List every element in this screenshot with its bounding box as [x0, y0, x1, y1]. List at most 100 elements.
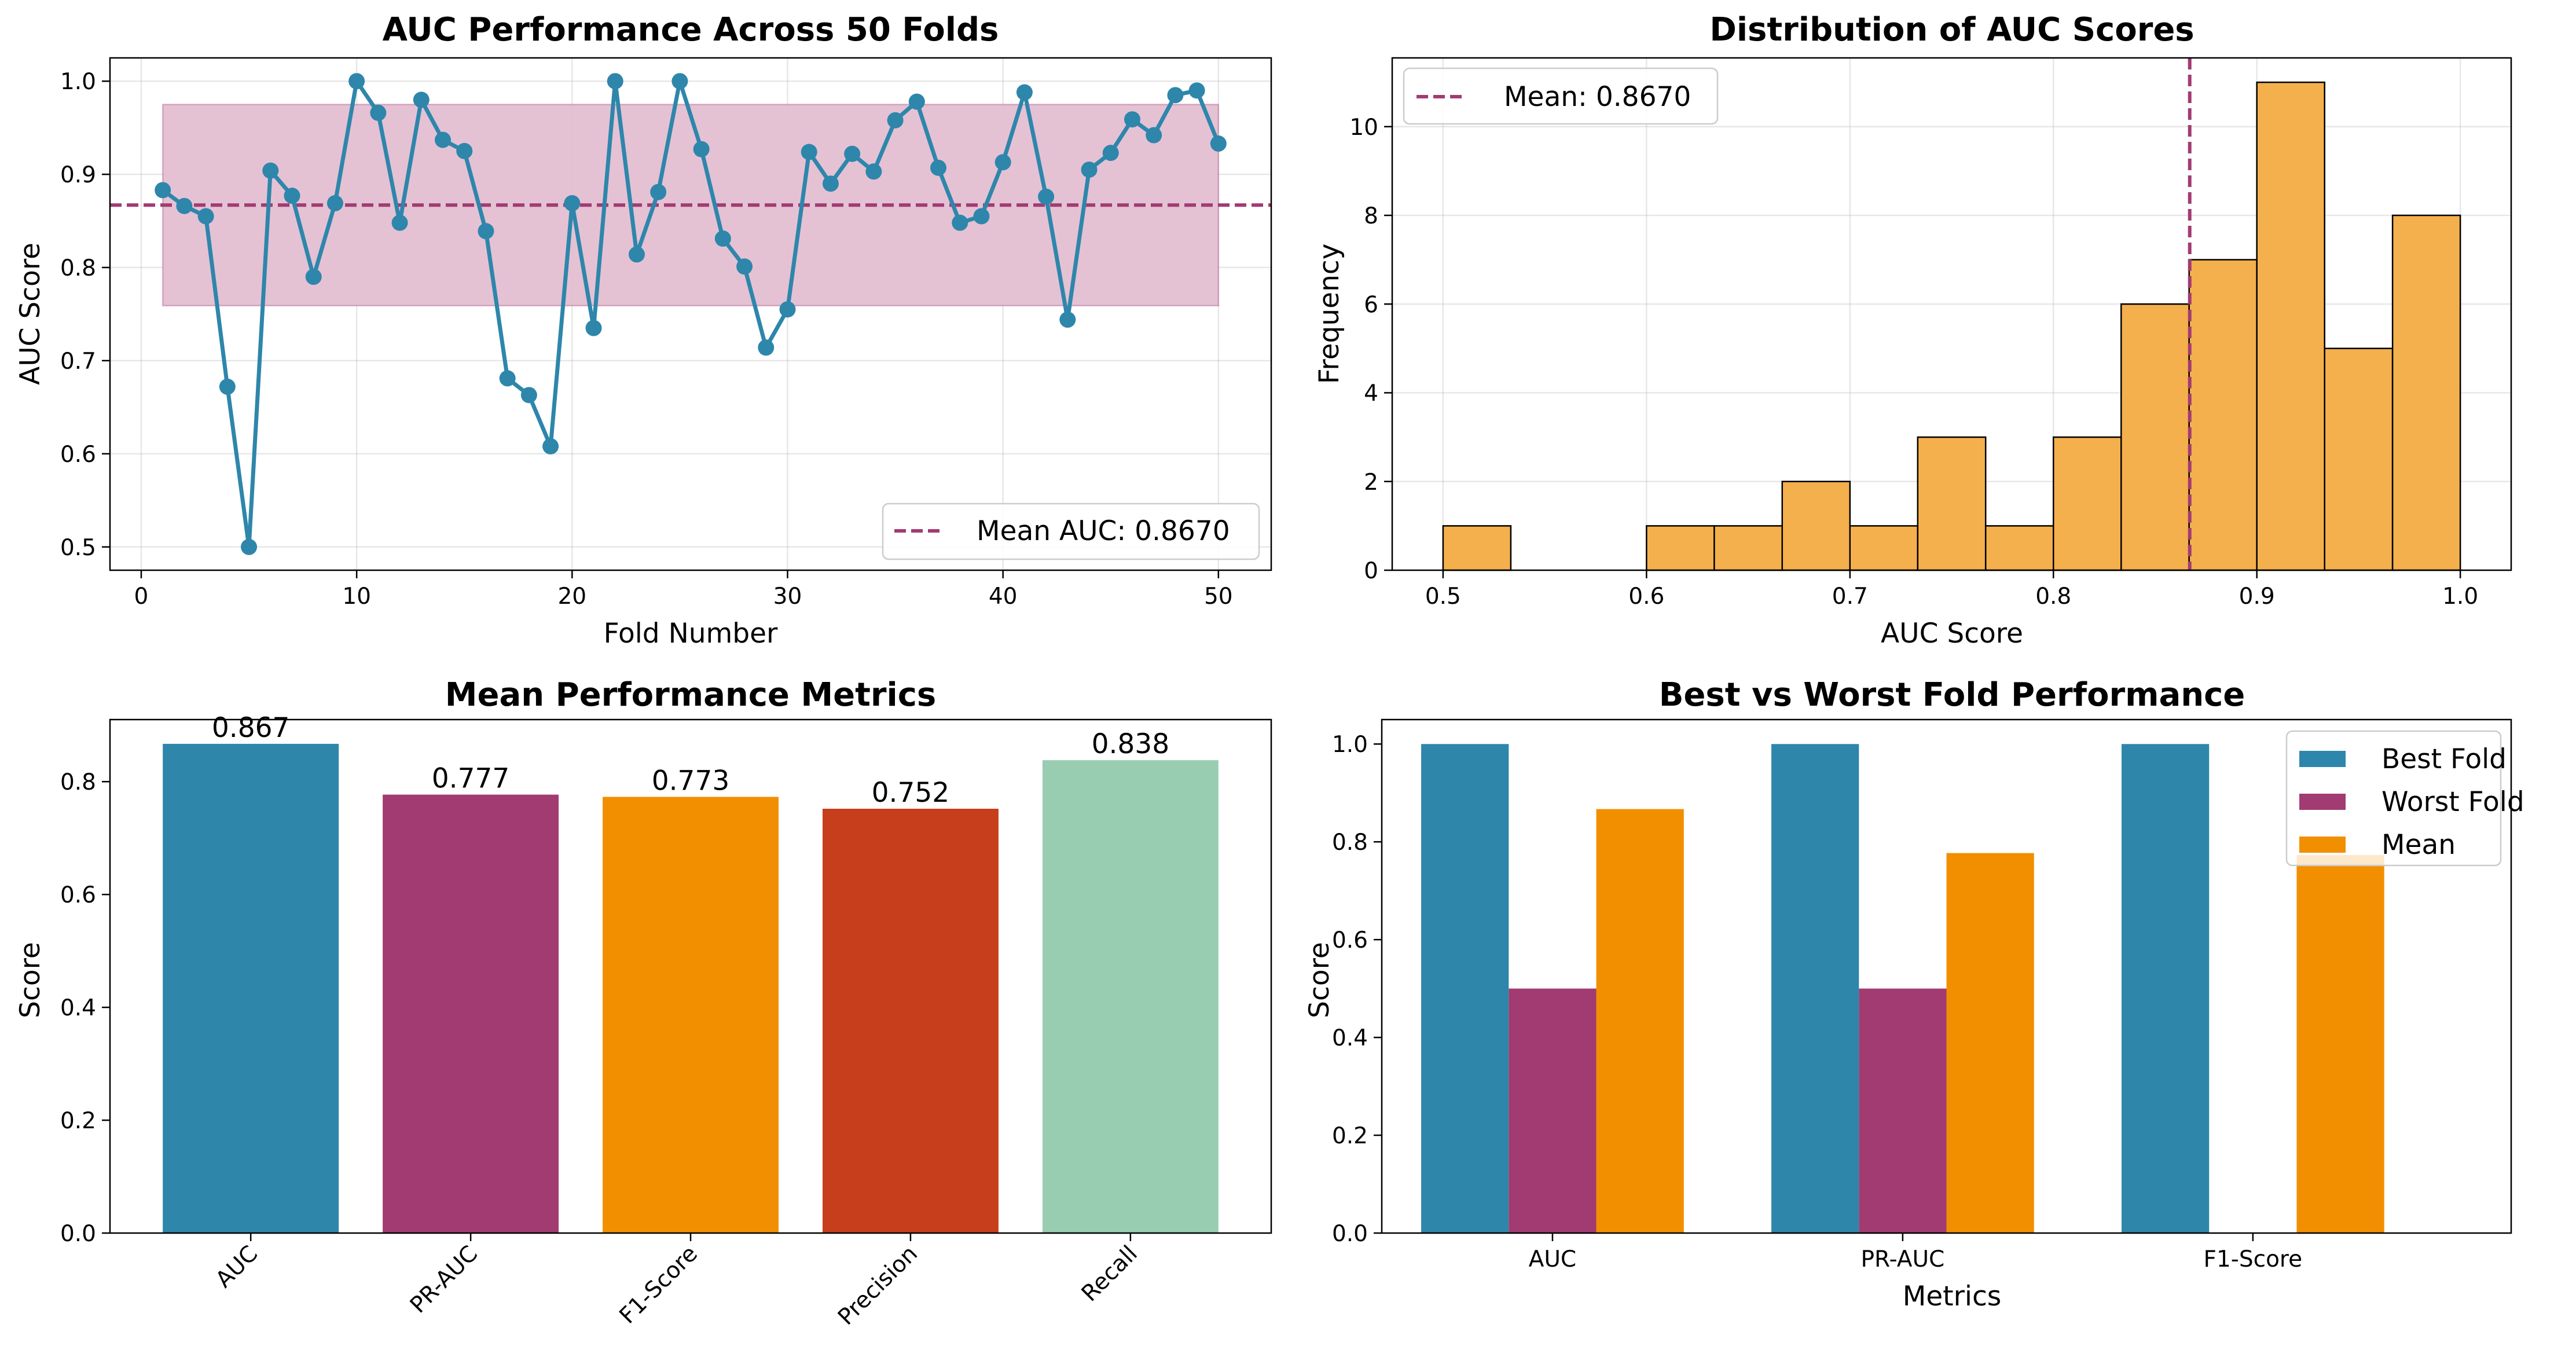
y-tick-label: 0: [1364, 558, 1378, 584]
histogram-bars: [1442, 81, 2461, 571]
axes-frame: [109, 57, 1272, 571]
histogram-bar: [2256, 81, 2325, 571]
auc-point: [973, 208, 990, 225]
auc-point: [564, 195, 581, 212]
axes-frame: [1381, 718, 2512, 1234]
legend-label-best: Best Fold: [2381, 743, 2507, 775]
x-axis-label: Fold Number: [604, 618, 778, 650]
bar-value-label: 0.777: [432, 763, 510, 795]
histogram-bar: [1781, 480, 1851, 571]
y-tick-label: 6: [1364, 292, 1378, 318]
auc-point: [1038, 188, 1055, 205]
legend-swatch-best: [2299, 751, 2346, 767]
auc-point: [1210, 135, 1227, 152]
auc-point: [758, 339, 775, 356]
histogram-bar: [1442, 525, 1512, 571]
metric-bar: [163, 743, 339, 1233]
line-series: [155, 73, 1227, 555]
auc-point: [262, 162, 279, 179]
auc-point: [930, 159, 946, 176]
histogram-bar: [1713, 525, 1783, 571]
auc-point: [779, 301, 796, 318]
legend: Best Fold Worst Fold Mean: [2285, 730, 2524, 867]
legend-frame: [1403, 67, 1719, 125]
grouped-bar-best: [1421, 744, 1509, 1233]
auc-point: [197, 208, 214, 225]
auc-point: [370, 104, 387, 121]
x-tick-label: 0.6: [1628, 584, 1664, 610]
y-tick-label: 0.8: [1332, 830, 1368, 856]
legend-label-worst: Worst Fold: [2381, 786, 2524, 818]
bar-value-label: 0.752: [872, 777, 950, 809]
histogram-bar: [2188, 259, 2258, 571]
histogram-bar: [1917, 436, 1987, 571]
auc-point: [844, 145, 861, 162]
y-tick-label: 0.4: [1332, 1025, 1368, 1051]
auc-point: [1167, 87, 1184, 104]
x-tick-label: 30: [773, 584, 802, 610]
panel-title: AUC Performance Across 50 Folds: [383, 11, 999, 49]
auc-point: [1188, 82, 1205, 99]
x-tick-label: 20: [557, 584, 586, 610]
x-tick-label: 40: [989, 584, 1018, 610]
auc-point: [305, 269, 322, 285]
axes-frame: [1391, 57, 2512, 571]
x-axis-label: Metrics: [1903, 1281, 2002, 1312]
x-tick-label: PR-AUC: [1861, 1246, 1945, 1272]
grouped-bar-mean: [1596, 809, 1684, 1233]
auc-point: [478, 223, 494, 240]
legend-mean-label: Mean AUC: 0.8670: [977, 515, 1230, 547]
grouped-bar-best: [1771, 744, 1859, 1233]
auc-point: [1146, 127, 1162, 144]
histogram-bar: [1984, 525, 2054, 571]
grouped-bar-mean: [1946, 853, 2034, 1233]
auc-point: [607, 73, 623, 90]
axis-ticks: 0.5 0.6 0.7 0.8 0.9 1.0 0 2 4 6 8 10: [1349, 115, 2478, 610]
x-tick-label: 10: [342, 584, 371, 610]
y-axis-label: Frequency: [1313, 244, 1345, 384]
y-tick-label: 1.0: [1332, 732, 1368, 758]
auc-point: [736, 258, 753, 275]
x-axis-label: AUC Score: [1881, 618, 2023, 650]
axis-ticks: 0 10 20 30 40 50 0.5 0.6 0.7 0.8 0.9 1.0: [60, 69, 1233, 610]
metric-bar: [383, 794, 559, 1233]
histogram-bar: [1849, 525, 1919, 571]
histogram-bar: [2052, 436, 2122, 571]
auc-point: [887, 112, 904, 129]
panel-title: Distribution of AUC Scores: [1709, 11, 2194, 49]
auc-point: [995, 154, 1011, 171]
auc-point: [435, 131, 452, 148]
auc-point: [1016, 84, 1033, 101]
legend-label-mean: Mean: [2381, 829, 2456, 861]
auc-point: [801, 144, 817, 160]
y-axis-label: Score: [14, 942, 46, 1018]
panel-title: Mean Performance Metrics: [445, 676, 936, 714]
panel-mean-metrics: Mean Performance Metrics Score 0.867 0.77…: [14, 676, 1272, 1330]
x-tick-label: 0.7: [1832, 584, 1868, 610]
auc-point: [714, 230, 731, 247]
auc-point: [348, 73, 365, 90]
metric-bar: [822, 809, 999, 1233]
y-tick-label: 0.0: [60, 1221, 96, 1247]
legend-mean-label: Mean: 0.8670: [1504, 81, 1691, 113]
grouped-bar-mean: [2296, 854, 2384, 1233]
auc-point: [542, 438, 559, 454]
metric-bar: [1042, 760, 1219, 1233]
panel-auc-line: AUC Performance Across 50 Folds Fold Num…: [14, 11, 1272, 650]
auc-point: [693, 141, 710, 157]
y-axis-label: AUC Score: [14, 243, 46, 385]
metric-bar: [603, 797, 779, 1233]
auc-point: [865, 163, 882, 180]
y-tick-label: 4: [1364, 381, 1378, 407]
grouped-bar-best: [2121, 744, 2210, 1233]
auc-point: [952, 214, 968, 231]
x-tick-label: 50: [1204, 584, 1233, 610]
y-tick-label: 10: [1349, 115, 1378, 141]
legend-swatch-worst: [2299, 794, 2346, 810]
legend-frame: [882, 502, 1260, 560]
auc-point: [1102, 145, 1119, 162]
auc-point: [650, 184, 667, 200]
bar-value-label: 0.838: [1092, 728, 1170, 760]
y-tick-label: 0.2: [1332, 1123, 1368, 1149]
x-tick-label: 0: [134, 584, 149, 610]
